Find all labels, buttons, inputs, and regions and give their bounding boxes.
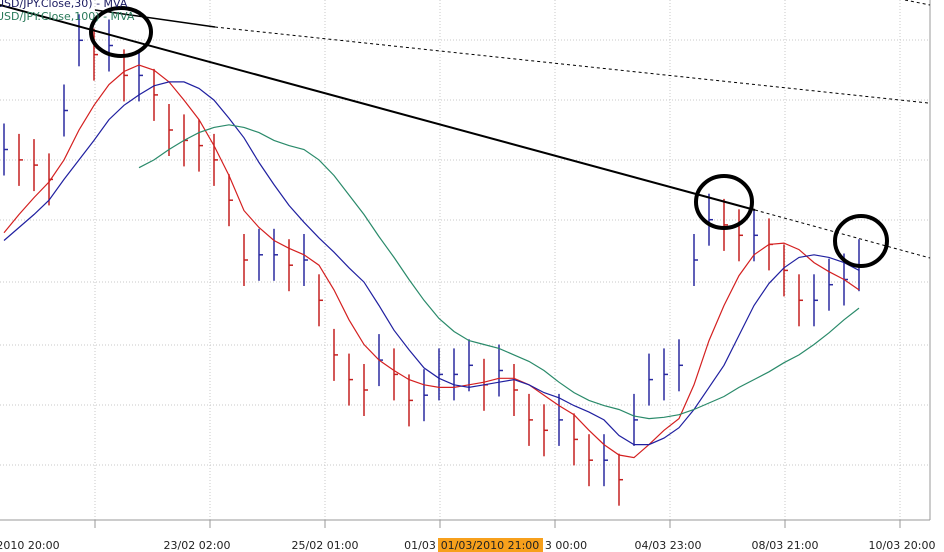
plot <box>3 14 863 506</box>
legend-entry: USD/JPY.Close,100) - MVA <box>0 10 135 23</box>
x-tick-label: 25/02 01:00 <box>292 539 359 552</box>
x-tick-label: 2010 20:00 <box>0 539 60 552</box>
grid <box>0 0 930 520</box>
moving-average-line <box>3 81 860 446</box>
x-tick-label: 08/03 21:00 <box>752 539 819 552</box>
annotations <box>0 0 931 268</box>
moving-average-line <box>138 124 860 420</box>
crosshair-box <box>438 538 543 552</box>
moving-average-line <box>3 64 860 459</box>
legend-entry: USD/JPY.Close,30) - MVA <box>0 0 128 10</box>
crosshair-label: 01/03/2010 21:00 <box>441 539 540 552</box>
x-tick-label: 3 00:00 <box>545 539 587 552</box>
x-tick-label: 01/03 <box>404 539 436 552</box>
x-tick-label: 04/03 23:00 <box>635 539 702 552</box>
x-tick-label: 10/03 20:00 <box>869 539 936 552</box>
x-tick-label: 23/02 02:00 <box>164 539 231 552</box>
